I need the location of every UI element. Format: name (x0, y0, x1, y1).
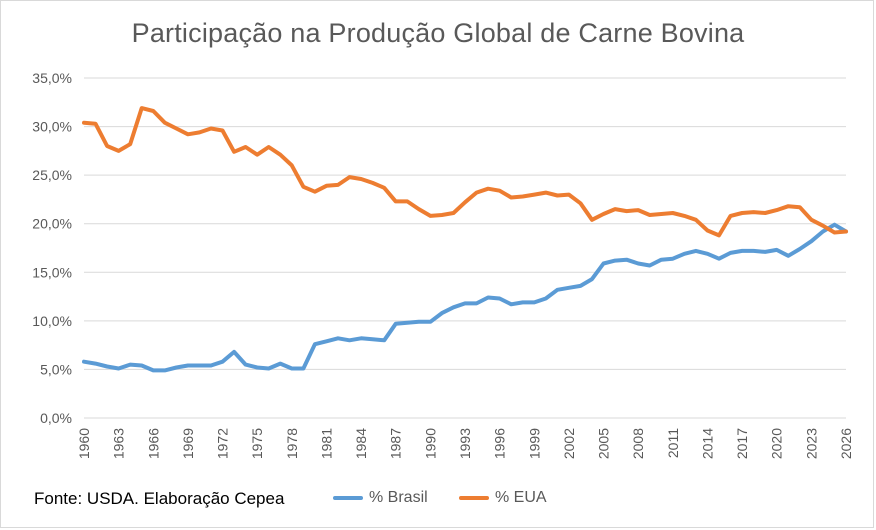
x-tick-label: 1999 (526, 428, 542, 459)
chart-title: Participação na Produção Global de Carne… (131, 18, 745, 48)
series-line-brasil (82, 222, 848, 373)
legend-swatch-brasil (333, 496, 363, 500)
y-tick-label: 35,0% (32, 70, 72, 86)
x-tick-label: 2008 (630, 428, 646, 459)
x-tick-label: 2020 (769, 428, 785, 459)
y-tick-label: 15,0% (32, 264, 72, 280)
y-tick-label: 20,0% (32, 216, 72, 232)
x-tick-label: 2017 (734, 428, 750, 459)
x-tick-label: 2005 (596, 428, 612, 459)
x-tick-label: 2002 (561, 428, 577, 459)
x-tick-label: 1963 (111, 428, 127, 459)
x-tick-label: 2026 (838, 428, 854, 459)
legend-item-eua: % EUA (459, 489, 547, 507)
y-tick-label: 30,0% (32, 119, 72, 135)
legend-swatch-eua (459, 496, 489, 500)
x-tick-label: 1984 (353, 428, 369, 459)
legend-label-brasil: % Brasil (369, 489, 428, 506)
y-tick-label: 5,0% (40, 361, 72, 377)
y-tick-label: 0,0% (40, 410, 72, 426)
legend-item-brasil: % Brasil (333, 489, 428, 507)
y-tick-label: 25,0% (32, 167, 72, 183)
x-tick-label: 1990 (422, 428, 438, 459)
x-tick-label: 1987 (388, 428, 404, 459)
x-tick-label: 1969 (180, 428, 196, 459)
series-line-eua (82, 106, 848, 238)
y-tick-label: 10,0% (32, 313, 72, 329)
x-tick-label: 1975 (249, 428, 265, 459)
x-tick-label: 2011 (665, 428, 681, 458)
x-tick-label: 1972 (215, 428, 231, 459)
x-tick-label: 1978 (284, 428, 300, 459)
x-tick-label: 1966 (145, 428, 161, 459)
x-tick-label: 1960 (76, 428, 92, 459)
x-tick-label: 1993 (457, 428, 473, 459)
x-tick-label: 2023 (803, 428, 819, 459)
x-tick-label: 1981 (318, 428, 334, 459)
source-note: Fonte: USDA. Elaboração Cepea (34, 489, 285, 508)
x-tick-label: 1996 (492, 428, 508, 459)
x-tick-label: 2014 (699, 428, 715, 459)
legend-label-eua: % EUA (495, 489, 547, 506)
